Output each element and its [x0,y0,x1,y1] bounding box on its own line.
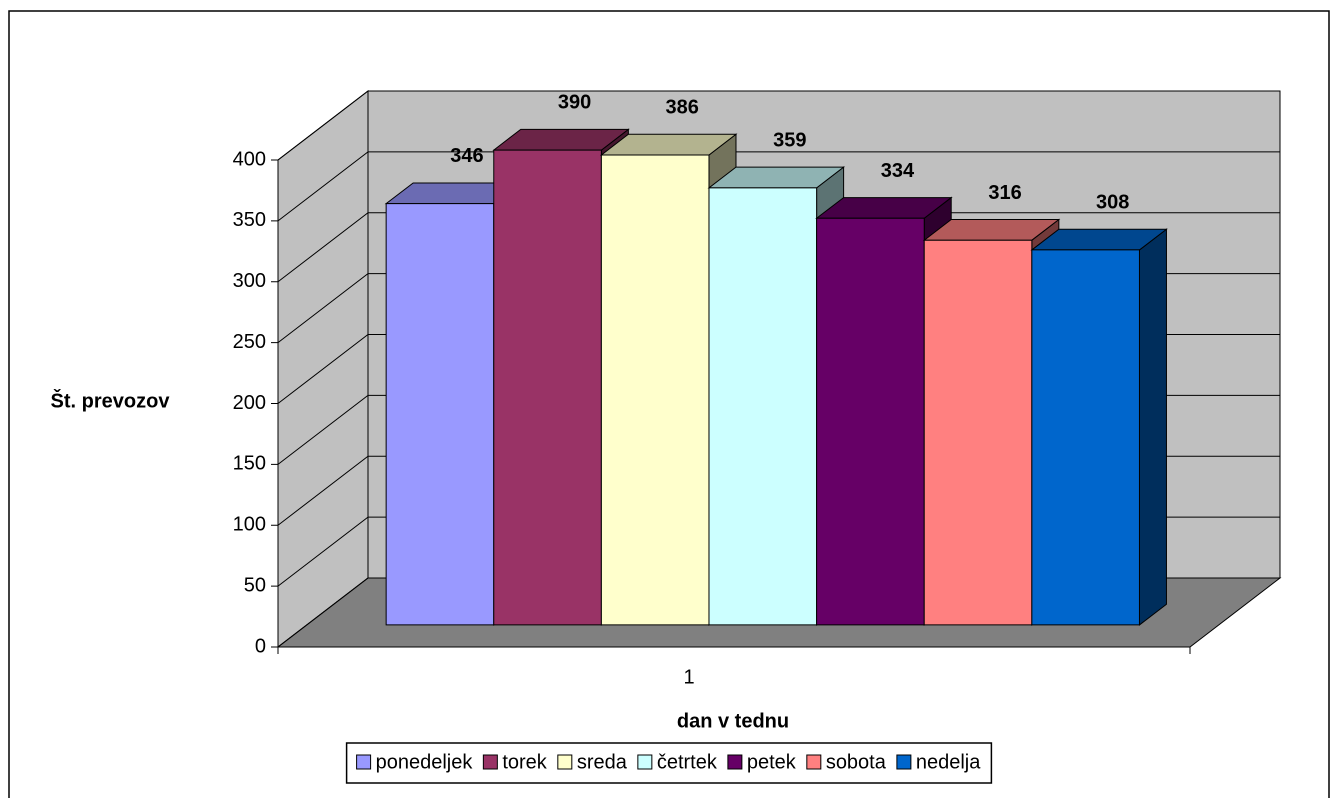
labels: 0 50 100 150 200 250 300 350 400 1 346 390 386 359 334… [233,92,1130,689]
legend-swatch [727,754,743,770]
bars [384,128,1168,626]
y-tick-label: 150 [233,453,266,475]
x-tick-label: 1 [683,666,694,688]
legend-swatch [806,754,822,770]
legend-label: petek [747,751,797,773]
y-axis-title: Št. prevozov [51,388,171,412]
bar-front [493,149,602,626]
data-label: 316 [988,182,1021,204]
bar-side [1138,228,1167,626]
data-label: 346 [450,145,483,167]
bar-front [816,217,925,626]
y-tick-label: 250 [233,331,266,353]
legend-swatch [896,754,912,770]
legend-label: nedelja [916,751,981,773]
legend-swatch [482,754,498,770]
legend-label: četrtek [657,751,718,773]
bar-front [1031,249,1140,626]
legend: ponedeljek torek sreda četrtek petek sobota ne… [345,742,993,784]
bar-front [708,187,818,626]
legend-swatch [356,754,372,770]
data-label: 386 [665,97,698,119]
grid-line [277,90,1280,161]
y-tick-label: 100 [233,514,266,536]
y-tick-label: 400 [233,148,266,170]
legend-label: ponedeljek [376,751,474,773]
legend-swatch [637,754,653,770]
legend-label: torek [502,751,547,773]
x-axis-title: dan v tednu [677,710,789,732]
y-tick-label: 0 [255,635,266,657]
data-label: 390 [558,92,591,114]
data-label: 334 [881,160,915,182]
y-tick-label: 300 [233,270,266,292]
y-tick-label: 50 [244,574,266,596]
bar-front [923,239,1033,626]
legend-swatch [557,754,573,770]
bar-front [385,203,495,626]
data-label: 308 [1096,192,1129,214]
bar [1030,228,1168,626]
y-tick-label: 200 [233,392,266,414]
grid-line [277,212,1280,283]
data-label: 359 [773,129,806,151]
legend-box [345,742,993,784]
legend-label: sreda [577,751,628,773]
grid-line [277,151,1280,222]
y-tick-label: 350 [233,209,266,231]
bar-front [600,154,710,626]
legend-label: sobota [826,751,887,773]
